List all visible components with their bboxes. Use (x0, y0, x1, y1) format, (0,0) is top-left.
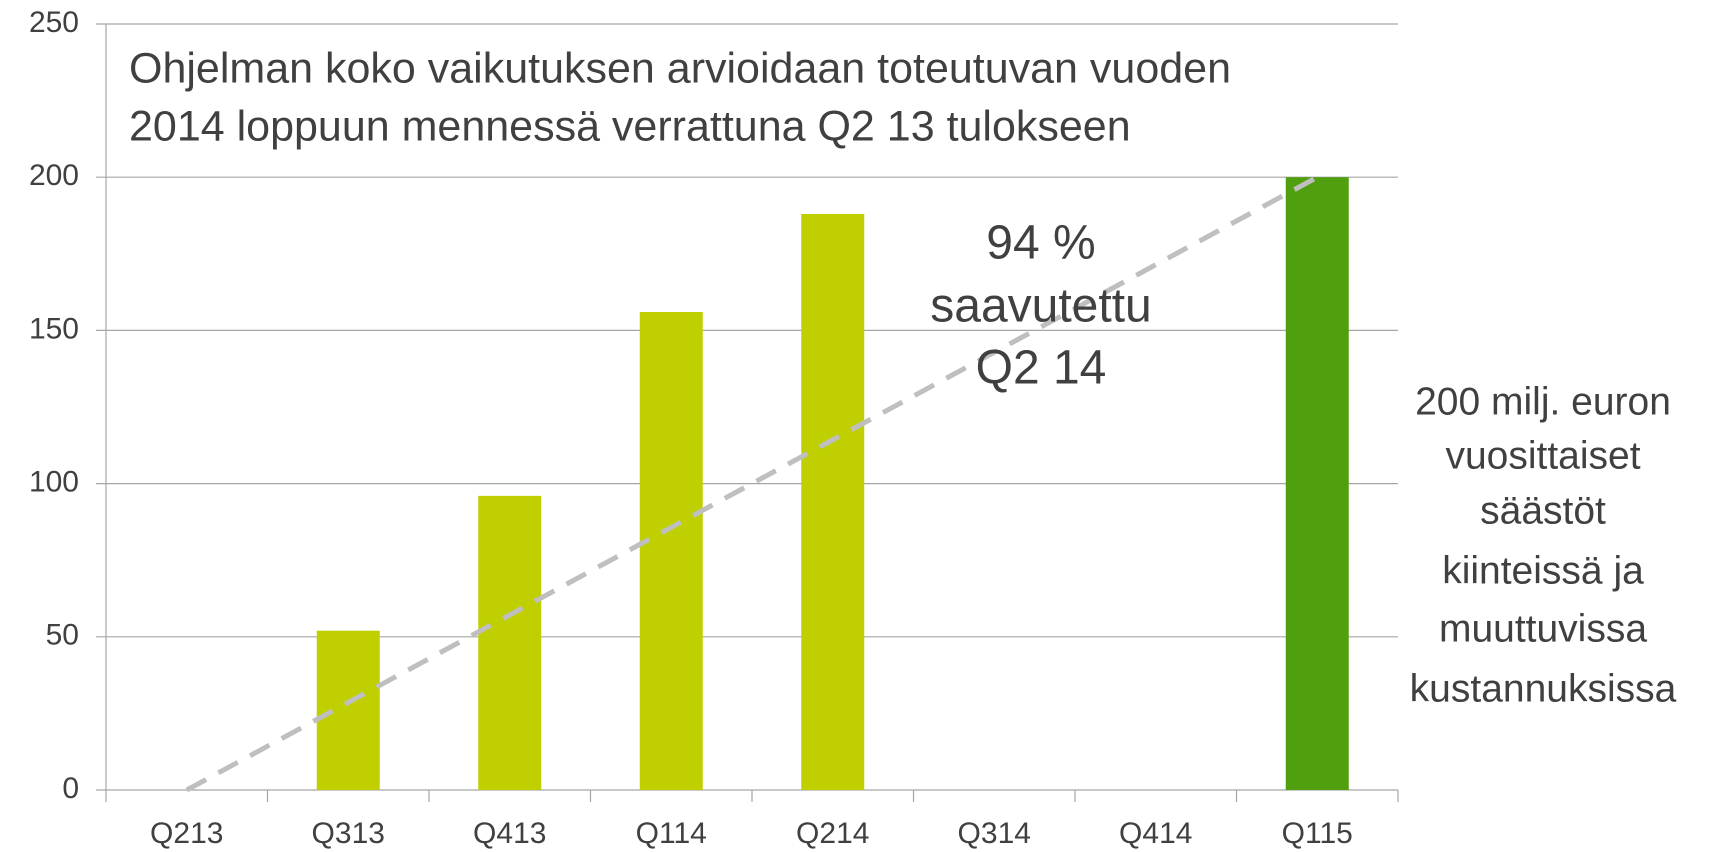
x-tick-label: Q413 (473, 817, 546, 850)
annotation: 200 milj. euron (1415, 380, 1671, 423)
chart-title: Ohjelman koko vaikutuksen arvioidaan tot… (129, 44, 1231, 92)
y-tick-label: 100 (29, 466, 79, 499)
annotation: saavutettu (930, 280, 1151, 333)
bar (478, 495, 542, 790)
x-tick-label: Q214 (796, 817, 869, 850)
x-tick-label: Q313 (312, 817, 385, 850)
annotation: muuttuvissa (1439, 607, 1647, 650)
x-tick-label: Q414 (1119, 817, 1192, 850)
annotation: Q2 14 (976, 342, 1107, 395)
bar (1285, 177, 1349, 790)
x-tick-label: Q115 (1282, 817, 1353, 850)
x-tick-label: Q213 (150, 817, 223, 850)
annotation: säästöt (1480, 489, 1606, 532)
annotation: 94 % (986, 217, 1095, 270)
annotation: kiinteissä ja (1442, 549, 1644, 592)
annotation: kustannuksissa (1410, 667, 1677, 710)
y-tick-label: 250 (29, 6, 79, 39)
y-tick-label: 50 (46, 619, 79, 652)
chart-title: 2014 loppuun mennessä verrattuna Q2 13 t… (129, 102, 1131, 150)
x-tick-label: Q114 (636, 817, 707, 850)
annotation: vuosittaiset (1445, 434, 1640, 477)
bar (801, 213, 865, 790)
x-tick-label: Q314 (958, 817, 1031, 850)
y-tick-label: 150 (29, 312, 79, 345)
bar (639, 312, 703, 790)
y-tick-label: 200 (29, 159, 79, 192)
y-tick-label: 0 (62, 772, 79, 805)
bar (316, 630, 380, 790)
